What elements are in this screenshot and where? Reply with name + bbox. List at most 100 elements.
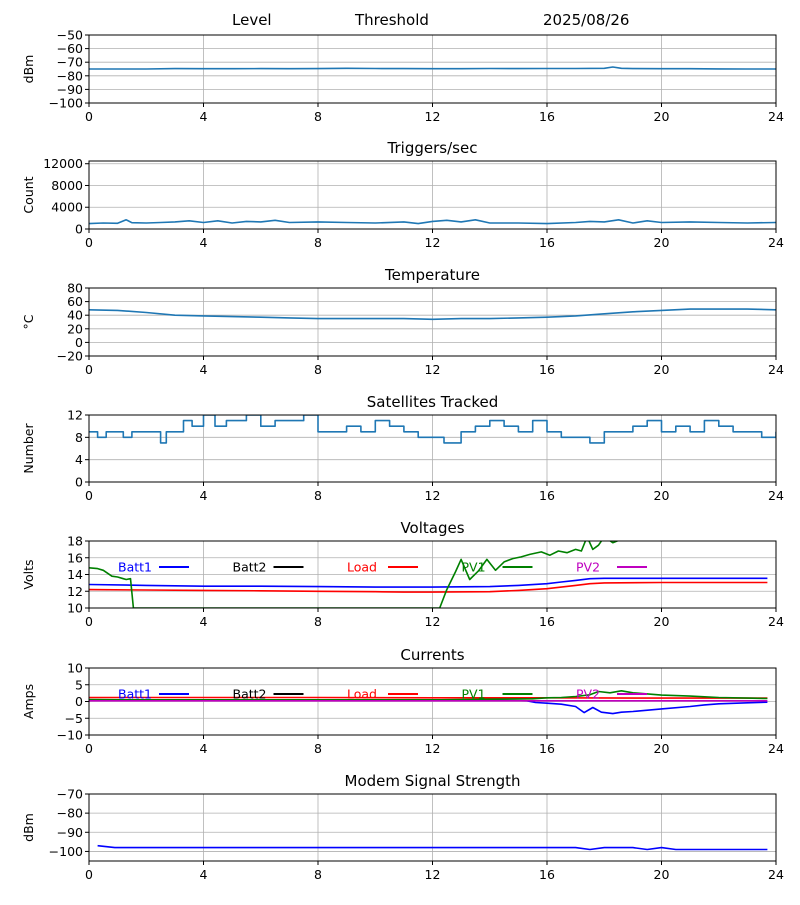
series-line-load xyxy=(89,696,768,699)
x-tick-label: 20 xyxy=(654,362,670,377)
series-line-1 xyxy=(97,844,768,851)
x-tick-label: 20 xyxy=(654,488,670,503)
chart-title: Voltages xyxy=(400,519,464,537)
legend-label-batt1: Batt1 xyxy=(118,687,152,702)
series-line-load xyxy=(89,581,768,593)
legend-label-pv1: PV1 xyxy=(462,560,486,575)
y-tick-label: 18 xyxy=(67,534,83,549)
y-tick-label: −20 xyxy=(57,349,83,364)
y-axis-label: Volts xyxy=(21,559,36,589)
series-line-1 xyxy=(89,219,776,225)
x-tick-label: 4 xyxy=(200,741,208,756)
legend-label-load: Load xyxy=(347,560,377,575)
x-tick-label: 16 xyxy=(539,867,555,882)
y-tick-label: −70 xyxy=(57,55,83,70)
y-tick-label: 5 xyxy=(75,677,83,692)
x-tick-label: 4 xyxy=(200,109,208,124)
header-threshold-label: Threshold xyxy=(355,11,429,29)
x-tick-label: 8 xyxy=(314,741,322,756)
x-tick-label: 0 xyxy=(85,488,93,503)
x-tick-label: 12 xyxy=(425,614,441,629)
y-tick-label: 4 xyxy=(75,452,83,467)
x-tick-label: 24 xyxy=(768,867,784,882)
x-tick-label: 16 xyxy=(539,741,555,756)
y-tick-label: 8000 xyxy=(51,178,83,193)
x-tick-label: 16 xyxy=(539,235,555,250)
x-tick-label: 24 xyxy=(768,235,784,250)
series-line-pv1 xyxy=(89,541,620,608)
chart-title: Satellites Tracked xyxy=(367,393,498,411)
legend-label-load: Load xyxy=(347,687,377,702)
series-line-pv1 xyxy=(89,689,768,701)
y-tick-label: −100 xyxy=(49,844,83,859)
header-date: 2025/08/26 xyxy=(543,11,630,29)
y-tick-label: 20 xyxy=(67,321,83,336)
y-tick-label: 0 xyxy=(75,222,83,237)
x-tick-label: 20 xyxy=(654,614,670,629)
x-tick-label: 12 xyxy=(425,235,441,250)
x-tick-label: 8 xyxy=(314,488,322,503)
y-tick-label: 14 xyxy=(67,567,83,582)
x-tick-label: 12 xyxy=(425,867,441,882)
y-tick-label: 12 xyxy=(67,408,83,423)
y-tick-label: 40 xyxy=(67,308,83,323)
y-axis-label: dBm xyxy=(21,55,36,84)
series-line-batt1 xyxy=(89,699,768,715)
y-tick-label: −10 xyxy=(57,728,83,743)
x-tick-label: 20 xyxy=(654,235,670,250)
x-tick-label: 20 xyxy=(654,109,670,124)
y-axis-label: Number xyxy=(21,423,36,474)
y-axis-label: dBm xyxy=(21,813,36,842)
y-tick-label: 0 xyxy=(75,694,83,709)
x-tick-label: 16 xyxy=(539,614,555,629)
x-tick-label: 8 xyxy=(314,109,322,124)
chart-title: Triggers/sec xyxy=(387,139,478,157)
y-tick-label: −50 xyxy=(57,28,83,43)
y-tick-label: −5 xyxy=(65,711,83,726)
y-tick-label: 0 xyxy=(75,335,83,350)
x-tick-label: 24 xyxy=(768,109,784,124)
x-tick-label: 12 xyxy=(425,109,441,124)
x-tick-label: 4 xyxy=(200,362,208,377)
y-tick-label: −80 xyxy=(57,68,83,83)
y-tick-label: 4000 xyxy=(51,200,83,215)
chart-panel-1: 0 4 8 12 16 20 24 −100−90−80−70−60−50 dBm xyxy=(21,28,784,125)
y-axis-label: Amps xyxy=(21,684,36,719)
legend-label-batt2: Batt2 xyxy=(233,687,267,702)
y-tick-label: −60 xyxy=(57,41,83,56)
x-tick-label: 12 xyxy=(425,488,441,503)
x-tick-label: 12 xyxy=(425,741,441,756)
y-tick-label: −100 xyxy=(49,96,83,111)
y-tick-label: 0 xyxy=(75,475,83,490)
x-tick-label: 0 xyxy=(85,235,93,250)
legend-label-pv2: PV2 xyxy=(576,560,600,575)
chart-panel-4: 0 4 8 12 16 20 24 0 4 8 12 Satellites Tracked Number xyxy=(21,393,784,503)
y-tick-label: 12000 xyxy=(43,156,83,171)
y-tick-label: 60 xyxy=(67,294,83,309)
series-line-1 xyxy=(89,308,776,321)
legend-label-batt1: Batt1 xyxy=(118,560,152,575)
y-tick-label: −80 xyxy=(57,806,83,821)
legend-label-pv2: PV2 xyxy=(576,687,600,702)
y-tick-label: 12 xyxy=(67,584,83,599)
y-tick-label: 10 xyxy=(67,661,83,676)
x-tick-label: 0 xyxy=(85,109,93,124)
y-tick-label: −90 xyxy=(57,82,83,97)
x-tick-label: 8 xyxy=(314,867,322,882)
chart-panel-7: 0 4 8 12 16 20 24 −100 −90 −80 −70 Modem Signal Str… xyxy=(21,772,784,882)
legend-label-pv1: PV1 xyxy=(462,687,486,702)
header-level-label: Level xyxy=(232,11,272,29)
series-line-1 xyxy=(89,66,776,70)
x-tick-label: 16 xyxy=(539,362,555,377)
y-tick-label: −70 xyxy=(57,787,83,802)
series-line-batt1 xyxy=(89,577,768,588)
legend-label-batt2: Batt2 xyxy=(233,560,267,575)
x-tick-label: 4 xyxy=(200,614,208,629)
y-axis-label: Count xyxy=(21,176,36,213)
x-tick-label: 24 xyxy=(768,741,784,756)
x-tick-label: 0 xyxy=(85,362,93,377)
chart-title: Temperature xyxy=(384,266,480,284)
x-tick-label: 24 xyxy=(768,488,784,503)
